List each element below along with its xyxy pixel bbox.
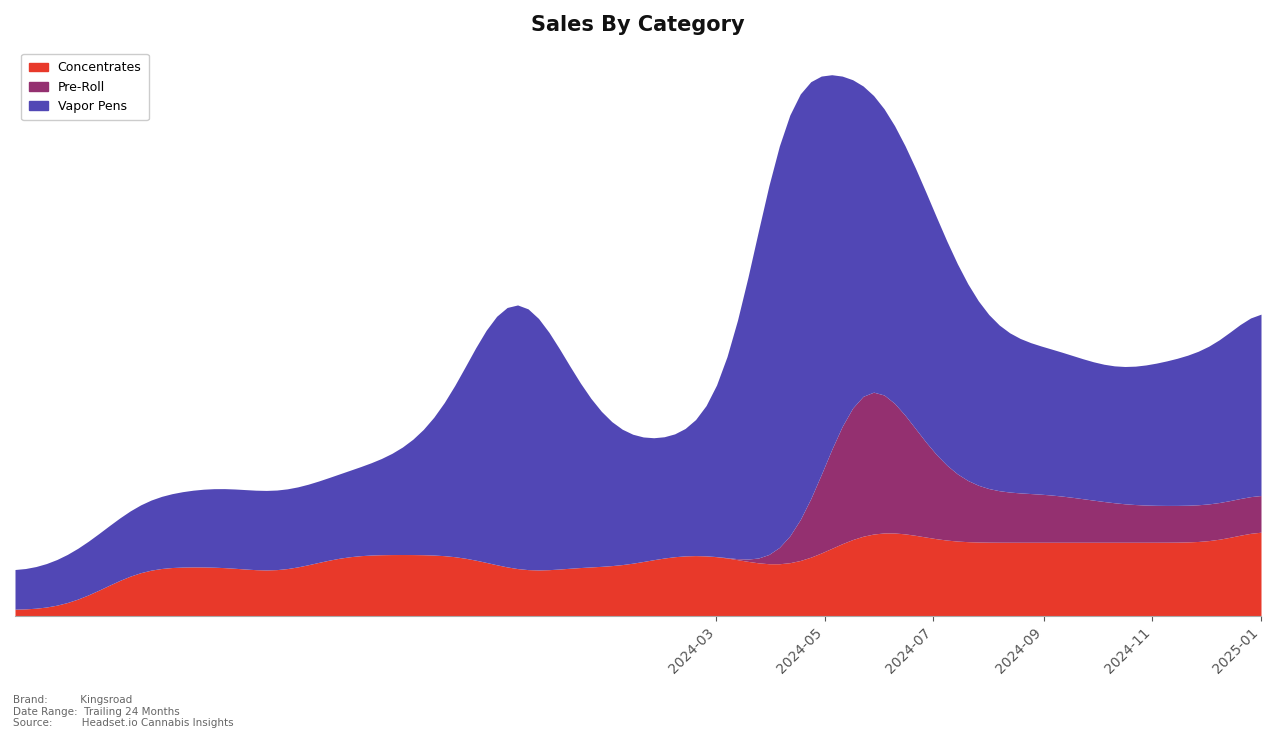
Legend: Concentrates, Pre-Roll, Vapor Pens: Concentrates, Pre-Roll, Vapor Pens xyxy=(22,54,149,120)
Text: Brand:          Kingsroad
Date Range:  Trailing 24 Months
Source:         Headse: Brand: Kingsroad Date Range: Trailing 24… xyxy=(13,695,234,728)
Title: Sales By Category: Sales By Category xyxy=(531,15,745,35)
